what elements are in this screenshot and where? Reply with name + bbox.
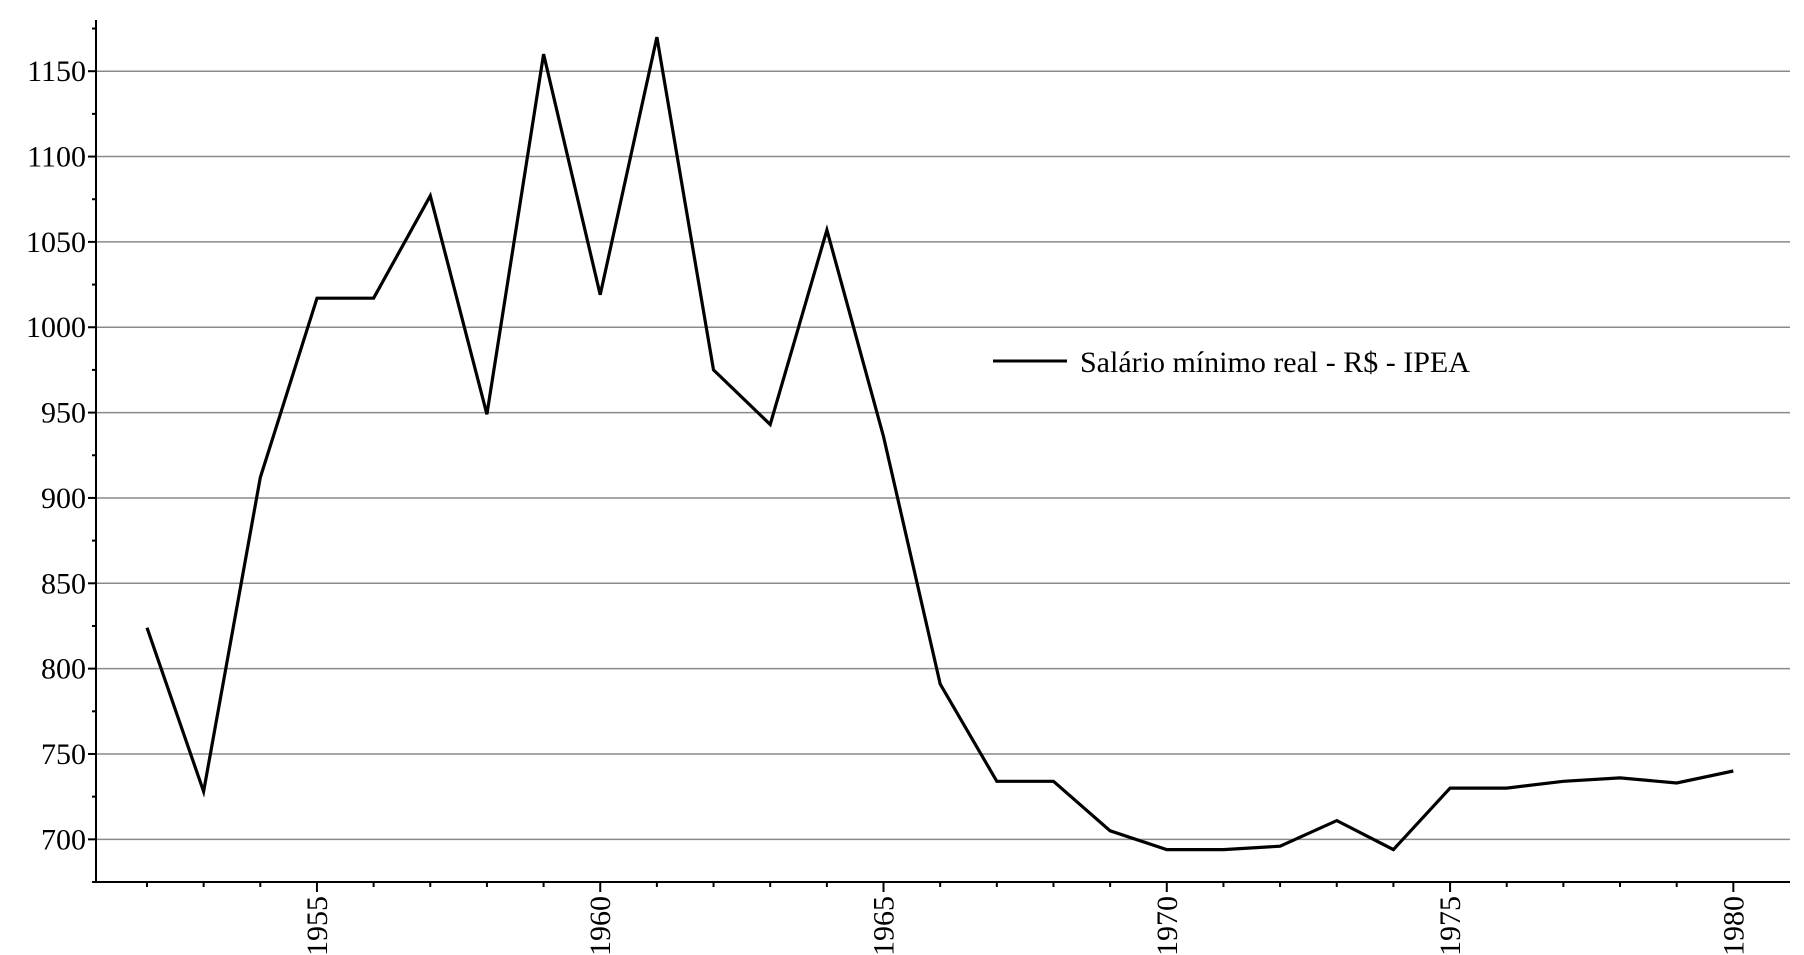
y-tick-label-1050: 1050 <box>26 226 86 259</box>
y-tick-label-750: 750 <box>41 738 86 771</box>
y-axis-ticks: 700 750 800 850 900 950 1000 1050 1100 1150 <box>26 27 96 883</box>
y-tick-label-850: 850 <box>41 567 86 600</box>
grid-lines <box>96 70 1790 841</box>
x-tick-label-1960: 1960 <box>584 896 617 955</box>
x-tick-label-1975: 1975 <box>1434 896 1467 955</box>
y-tick-label-700: 700 <box>41 823 86 856</box>
series-group <box>145 36 1734 852</box>
x-tick-label-1970: 1970 <box>1151 896 1184 955</box>
series-line-0 <box>145 36 1734 852</box>
x-axis-ticks: 1955 1960 1965 1970 1975 1980 <box>145 882 1750 955</box>
axes <box>95 20 1790 883</box>
legend-label: Salário mínimo real - R$ - IPEA <box>1080 346 1470 379</box>
x-tick-label-1980: 1980 <box>1717 896 1750 955</box>
y-tick-label-1100: 1100 <box>27 141 86 174</box>
legend: Salário mínimo real - R$ - IPEA <box>993 346 1470 379</box>
y-tick-label-800: 800 <box>41 653 86 686</box>
y-tick-label-1150: 1150 <box>27 55 86 88</box>
y-tick-label-1000: 1000 <box>26 311 86 344</box>
x-tick-label-1955: 1955 <box>301 896 334 955</box>
y-tick-label-900: 900 <box>41 482 86 515</box>
x-tick-label-1965: 1965 <box>868 896 901 955</box>
y-tick-label-950: 950 <box>41 397 86 430</box>
